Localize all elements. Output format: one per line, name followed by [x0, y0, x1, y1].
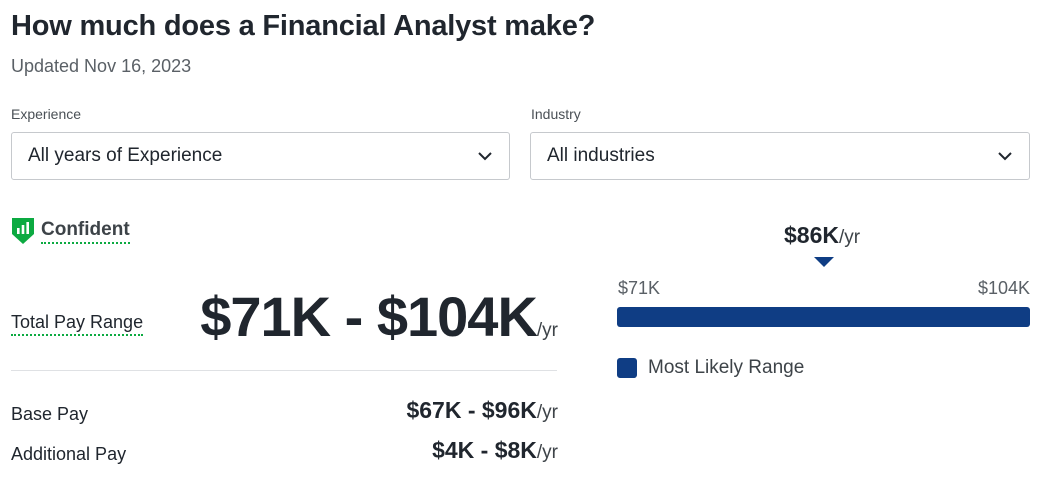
median-marker [814, 257, 834, 267]
legend-swatch [617, 358, 637, 378]
divider [11, 370, 557, 371]
additional-pay-amount: $4K - $8K [432, 437, 537, 463]
base-pay-unit: /yr [536, 402, 558, 423]
pay-range-bar-track [617, 307, 1030, 327]
additional-pay-unit: /yr [536, 442, 558, 463]
total-pay-range-value: $71K - $104K/yr [200, 284, 558, 349]
total-pay-amount: $71K - $104K [200, 285, 538, 348]
industry-select[interactable]: All industries [530, 132, 1030, 180]
additional-pay-label: Additional Pay [11, 444, 127, 464]
chevron-down-icon [997, 148, 1013, 164]
confidence-indicator[interactable]: Confident [11, 217, 130, 245]
additional-pay-value: $4K - $8K/yr [432, 437, 558, 464]
base-pay-label: Base Pay [11, 404, 89, 424]
median-pay-unit: /yr [838, 227, 861, 248]
range-legend: Most Likely Range [617, 357, 804, 379]
legend-label: Most Likely Range [648, 357, 805, 378]
industry-select-value: All industries [547, 145, 655, 166]
total-pay-range-label[interactable]: Total Pay Range [11, 312, 144, 336]
page-title: How much does a Financial Analyst make? [11, 10, 596, 42]
median-pay: $86K/yr [784, 222, 860, 249]
confidence-shield-icon [11, 217, 35, 245]
base-pay-value: $67K - $96K/yr [406, 397, 558, 424]
most-likely-range-bar [617, 307, 1030, 327]
confidence-label: Confident [41, 219, 130, 244]
industry-label: Industry [531, 106, 581, 122]
median-pay-amount: $86K [784, 222, 839, 248]
experience-select-value: All years of Experience [28, 145, 223, 166]
experience-label: Experience [11, 106, 82, 122]
experience-select[interactable]: All years of Experience [11, 132, 510, 180]
updated-date: Updated Nov 16, 2023 [11, 56, 192, 76]
total-pay-unit: /yr [536, 320, 558, 341]
base-pay-amount: $67K - $96K [406, 397, 537, 423]
range-min-label: $71K [618, 278, 661, 298]
range-max-label: $104K [977, 278, 1030, 298]
chevron-down-icon [477, 148, 493, 164]
